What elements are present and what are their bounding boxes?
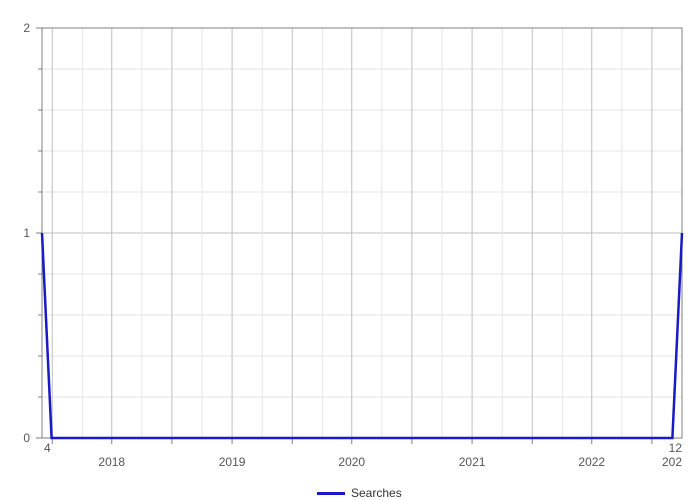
svg-text:2021: 2021 xyxy=(459,455,486,469)
svg-text:202: 202 xyxy=(662,455,682,469)
svg-text:1: 1 xyxy=(23,226,30,240)
svg-text:2020: 2020 xyxy=(338,455,365,469)
svg-text:2019: 2019 xyxy=(219,455,246,469)
svg-text:2: 2 xyxy=(23,21,30,35)
svg-text:4: 4 xyxy=(44,441,51,455)
legend-swatch xyxy=(317,492,345,495)
svg-text:2018: 2018 xyxy=(98,455,125,469)
chart-svg: 01220182019202020212022202412 xyxy=(0,0,700,500)
svg-text:0: 0 xyxy=(23,431,30,445)
legend: Searches xyxy=(317,486,402,500)
legend-label: Searches xyxy=(351,486,402,500)
svg-text:2022: 2022 xyxy=(578,455,605,469)
chart-container: SISMO SOLUCIONES S.L. (Spain) Searches 2… xyxy=(0,0,700,500)
svg-text:12: 12 xyxy=(669,441,683,455)
